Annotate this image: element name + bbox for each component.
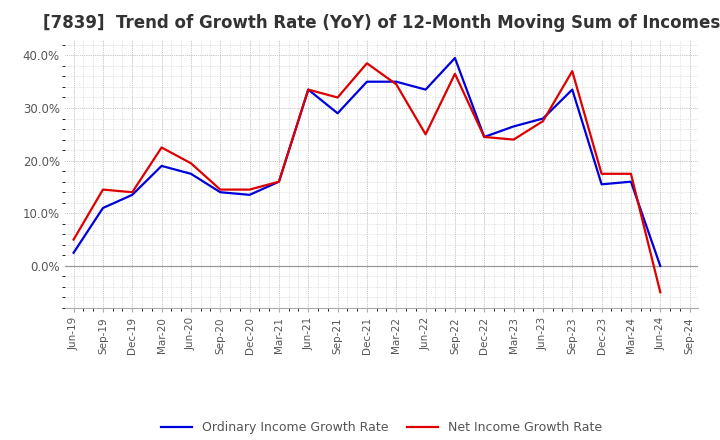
- Net Income Growth Rate: [274, 179, 283, 184]
- Legend: Ordinary Income Growth Rate, Net Income Growth Rate: Ordinary Income Growth Rate, Net Income …: [156, 416, 608, 439]
- Ordinary Income Growth Rate: [451, 55, 459, 61]
- Net Income Growth Rate: [157, 145, 166, 150]
- Ordinary Income Growth Rate: [128, 192, 137, 198]
- Ordinary Income Growth Rate: [626, 179, 635, 184]
- Net Income Growth Rate: [392, 82, 400, 87]
- Net Income Growth Rate: [333, 95, 342, 100]
- Net Income Growth Rate: [304, 87, 312, 92]
- Ordinary Income Growth Rate: [304, 87, 312, 92]
- Net Income Growth Rate: [363, 61, 372, 66]
- Ordinary Income Growth Rate: [186, 171, 195, 176]
- Net Income Growth Rate: [451, 71, 459, 77]
- Ordinary Income Growth Rate: [539, 116, 547, 121]
- Line: Ordinary Income Growth Rate: Ordinary Income Growth Rate: [73, 58, 660, 266]
- Ordinary Income Growth Rate: [69, 250, 78, 255]
- Net Income Growth Rate: [656, 290, 665, 295]
- Ordinary Income Growth Rate: [216, 190, 225, 195]
- Line: Net Income Growth Rate: Net Income Growth Rate: [73, 63, 660, 292]
- Net Income Growth Rate: [480, 134, 489, 139]
- Net Income Growth Rate: [186, 161, 195, 166]
- Net Income Growth Rate: [421, 132, 430, 137]
- Ordinary Income Growth Rate: [99, 205, 107, 211]
- Net Income Growth Rate: [128, 190, 137, 195]
- Net Income Growth Rate: [216, 187, 225, 192]
- Net Income Growth Rate: [626, 171, 635, 176]
- Ordinary Income Growth Rate: [392, 79, 400, 84]
- Ordinary Income Growth Rate: [509, 124, 518, 129]
- Ordinary Income Growth Rate: [246, 192, 254, 198]
- Net Income Growth Rate: [568, 69, 577, 74]
- Ordinary Income Growth Rate: [656, 263, 665, 268]
- Ordinary Income Growth Rate: [333, 110, 342, 116]
- Ordinary Income Growth Rate: [363, 79, 372, 84]
- Ordinary Income Growth Rate: [598, 182, 606, 187]
- Ordinary Income Growth Rate: [157, 163, 166, 169]
- Ordinary Income Growth Rate: [480, 134, 489, 139]
- Ordinary Income Growth Rate: [421, 87, 430, 92]
- Net Income Growth Rate: [539, 118, 547, 124]
- Net Income Growth Rate: [69, 237, 78, 242]
- Ordinary Income Growth Rate: [274, 179, 283, 184]
- Ordinary Income Growth Rate: [568, 87, 577, 92]
- Net Income Growth Rate: [99, 187, 107, 192]
- Net Income Growth Rate: [246, 187, 254, 192]
- Net Income Growth Rate: [598, 171, 606, 176]
- Net Income Growth Rate: [509, 137, 518, 142]
- Title: [7839]  Trend of Growth Rate (YoY) of 12-Month Moving Sum of Incomes: [7839] Trend of Growth Rate (YoY) of 12-…: [43, 15, 720, 33]
